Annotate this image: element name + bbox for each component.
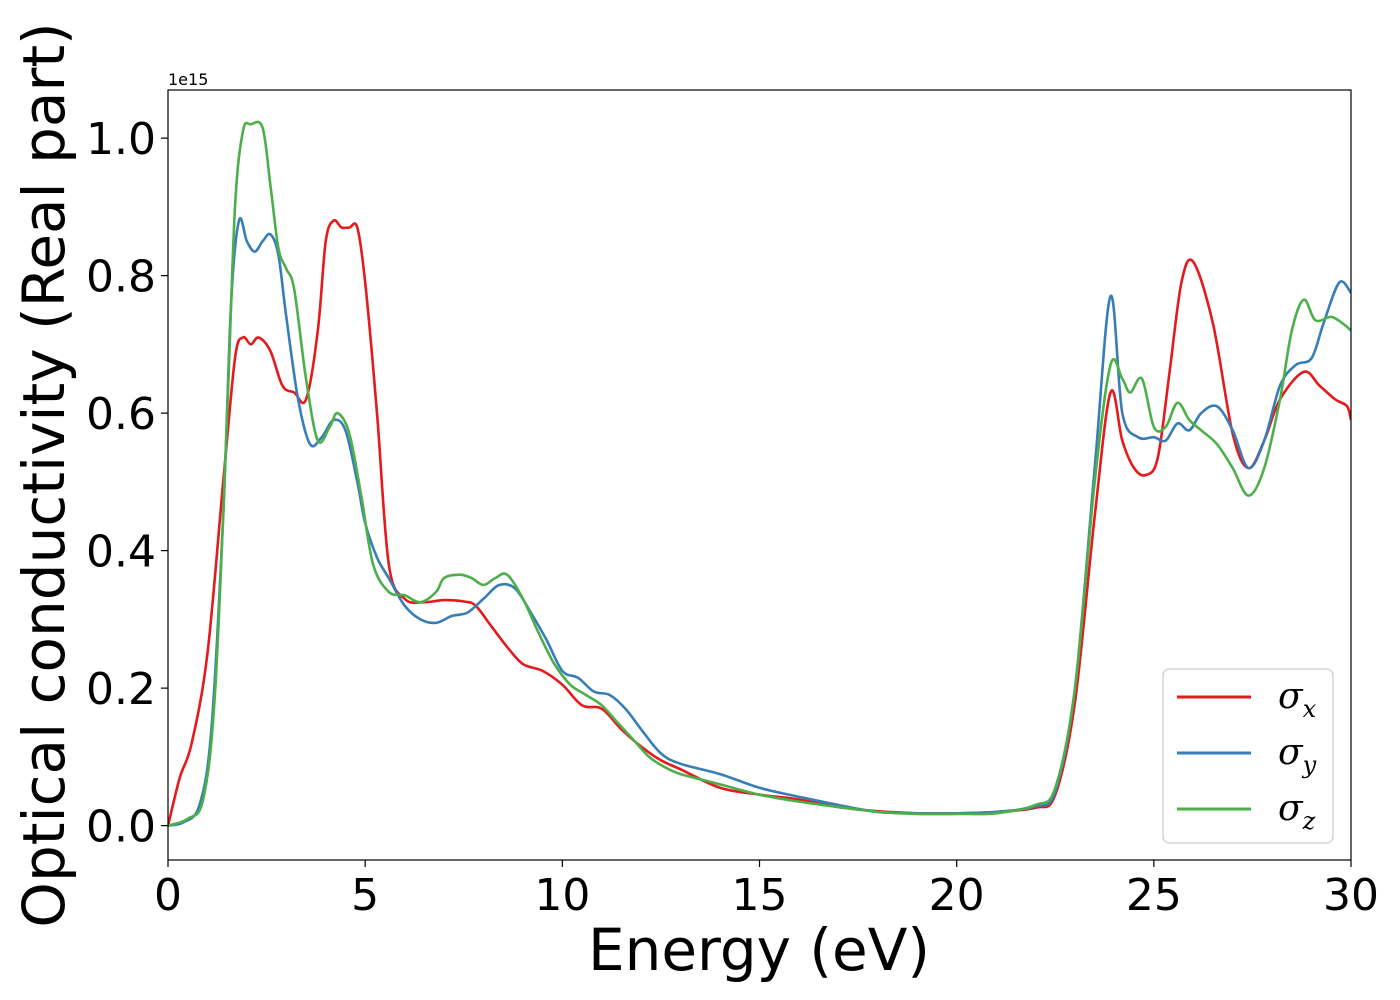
legend-box (1162, 668, 1334, 844)
x-axis-ticks: 0 5 10 15 20 25 30 (154, 860, 1379, 921)
x-tick-label: 20 (929, 870, 985, 921)
series-line-sigma-y (168, 217, 1351, 827)
y-tick-label: 1.0 (86, 114, 156, 165)
x-tick-label: 30 (1323, 870, 1379, 921)
y-tick-label: 0.0 (86, 802, 156, 853)
series-line-sigma-z (168, 120, 1351, 827)
legend-label-sigma-x: σx (1278, 676, 1317, 723)
series-layer (168, 120, 1351, 827)
y-tick-label: 0.6 (86, 389, 156, 440)
x-tick-label: 15 (732, 870, 788, 921)
series-line-sigma-x (168, 218, 1351, 826)
y-offset-label: 1e15 (168, 70, 208, 89)
y-axis-title: Optical conductivity (Real part) (10, 22, 78, 927)
x-axis-title: Energy (eV) (588, 916, 930, 984)
x-tick-label: 5 (351, 870, 379, 921)
y-tick-label: 0.4 (86, 527, 156, 578)
y-axis-ticks: 0.0 0.2 0.4 0.6 0.8 1.0 (86, 114, 168, 853)
x-tick-label: 10 (534, 870, 590, 921)
y-tick-label: 0.2 (86, 664, 156, 715)
x-tick-label: 25 (1126, 870, 1182, 921)
x-tick-label: 0 (154, 870, 182, 921)
y-tick-label: 0.8 (86, 252, 156, 303)
